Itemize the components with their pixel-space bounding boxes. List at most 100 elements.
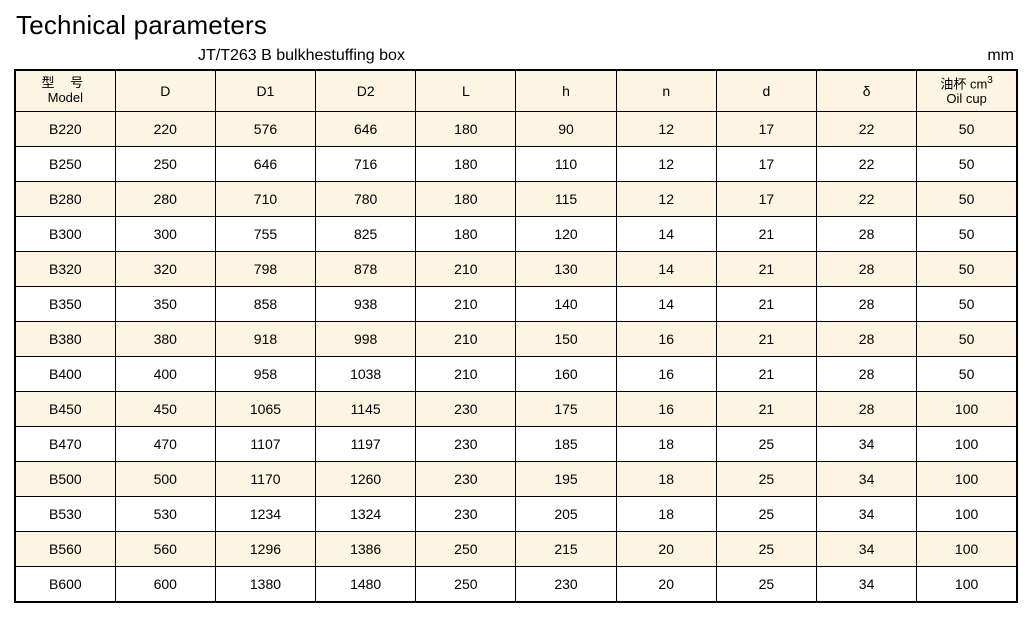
cell-n: 14 [616,217,716,252]
col-header-model-cn: 型 号 [16,76,115,91]
cell-D1: 710 [215,182,315,217]
cell-oil: 50 [917,287,1017,322]
cell-h: 160 [516,357,616,392]
cell-L: 230 [416,427,516,462]
cell-D1: 858 [215,287,315,322]
cell-L: 180 [416,112,516,147]
cell-D2: 1145 [316,392,416,427]
cell-delta: 22 [817,182,917,217]
cell-n: 20 [616,567,716,603]
cell-D2: 1480 [316,567,416,603]
cell-model: B450 [15,392,115,427]
cell-oil: 50 [917,147,1017,182]
cell-D: 560 [115,532,215,567]
col-header-h: h [516,70,616,112]
cell-D: 280 [115,182,215,217]
cell-L: 180 [416,182,516,217]
cell-oil: 50 [917,322,1017,357]
cell-delta: 28 [817,322,917,357]
cell-model: B380 [15,322,115,357]
cell-model: B280 [15,182,115,217]
table-row: B25025064671618011012172250 [15,147,1017,182]
cell-h: 130 [516,252,616,287]
cell-delta: 28 [817,252,917,287]
table-row: B2202205766461809012172250 [15,112,1017,147]
table-body: B2202205766461809012172250B2502506467161… [15,112,1017,603]
cell-D: 220 [115,112,215,147]
cell-h: 90 [516,112,616,147]
cell-model: B470 [15,427,115,462]
table-row: B45045010651145230175162128100 [15,392,1017,427]
cell-L: 180 [416,147,516,182]
cell-L: 230 [416,497,516,532]
cell-D: 320 [115,252,215,287]
cell-model: B400 [15,357,115,392]
cell-D2: 1324 [316,497,416,532]
col-header-model: 型 号 Model [15,70,115,112]
cell-oil: 100 [917,497,1017,532]
col-header-oil: 油杯 cm3 Oil cup [917,70,1017,112]
cell-delta: 22 [817,112,917,147]
cell-L: 180 [416,217,516,252]
table-row: B47047011071197230185182534100 [15,427,1017,462]
cell-model: B250 [15,147,115,182]
cell-n: 16 [616,322,716,357]
table-row: B53053012341324230205182534100 [15,497,1017,532]
cell-D2: 1386 [316,532,416,567]
cell-D: 350 [115,287,215,322]
cell-model: B320 [15,252,115,287]
cell-D2: 646 [316,112,416,147]
cell-n: 20 [616,532,716,567]
cell-L: 230 [416,392,516,427]
cell-oil: 100 [917,392,1017,427]
cell-oil: 100 [917,462,1017,497]
table-row: B28028071078018011512172250 [15,182,1017,217]
cell-delta: 34 [817,462,917,497]
cell-L: 210 [416,322,516,357]
col-header-d: d [716,70,816,112]
cell-D1: 1296 [215,532,315,567]
cell-h: 230 [516,567,616,603]
cell-n: 18 [616,427,716,462]
col-header-model-en: Model [16,91,115,106]
cell-L: 210 [416,357,516,392]
cell-model: B300 [15,217,115,252]
cell-oil: 100 [917,427,1017,462]
col-header-D2: D2 [316,70,416,112]
cell-D1: 958 [215,357,315,392]
table-row: B60060013801480250230202534100 [15,567,1017,603]
cell-L: 210 [416,287,516,322]
cell-h: 215 [516,532,616,567]
table-row: B30030075582518012014212850 [15,217,1017,252]
cell-L: 250 [416,532,516,567]
cell-D2: 716 [316,147,416,182]
cell-h: 110 [516,147,616,182]
cell-d: 21 [716,217,816,252]
cell-delta: 28 [817,357,917,392]
cell-n: 16 [616,357,716,392]
cell-D: 250 [115,147,215,182]
cell-n: 16 [616,392,716,427]
cell-D: 400 [115,357,215,392]
col-header-D1: D1 [215,70,315,112]
cell-d: 21 [716,252,816,287]
cell-oil: 50 [917,112,1017,147]
cell-delta: 28 [817,392,917,427]
cell-n: 14 [616,252,716,287]
cell-n: 18 [616,462,716,497]
cell-oil: 50 [917,217,1017,252]
cell-d: 21 [716,287,816,322]
cell-d: 25 [716,567,816,603]
cell-D1: 1170 [215,462,315,497]
cell-oil: 50 [917,357,1017,392]
cell-L: 230 [416,462,516,497]
cell-d: 17 [716,147,816,182]
cell-delta: 34 [817,497,917,532]
cell-D1: 918 [215,322,315,357]
cell-D: 450 [115,392,215,427]
sub-heading-row: JT/T263 B bulkhestuffing box mm [18,47,1014,65]
cell-D2: 780 [316,182,416,217]
cell-d: 21 [716,357,816,392]
cell-delta: 34 [817,427,917,462]
cell-delta: 34 [817,532,917,567]
